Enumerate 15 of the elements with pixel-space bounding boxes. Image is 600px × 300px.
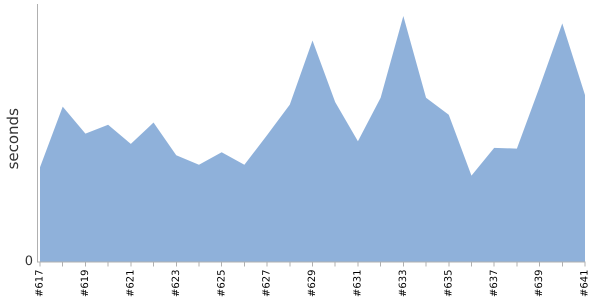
x-tick-label: #625: [216, 270, 228, 298]
x-tick-label: #633: [398, 270, 409, 298]
x-tick-label: #641: [580, 270, 591, 298]
x-tick-label: #629: [307, 270, 318, 298]
y-axis-title: seconds: [4, 108, 22, 170]
x-tick-label: #639: [534, 270, 546, 298]
x-tick-label: #627: [262, 270, 273, 298]
x-tick-label: #619: [80, 270, 92, 298]
x-tick-label: #621: [125, 270, 136, 298]
x-tick-label: #635: [443, 270, 454, 298]
x-tick-label: #631: [352, 270, 364, 298]
x-tick-label: #617: [34, 270, 46, 298]
x-tick-label: #637: [488, 270, 500, 298]
x-tick-label: #623: [170, 270, 182, 298]
text: 0: [24, 254, 33, 269]
